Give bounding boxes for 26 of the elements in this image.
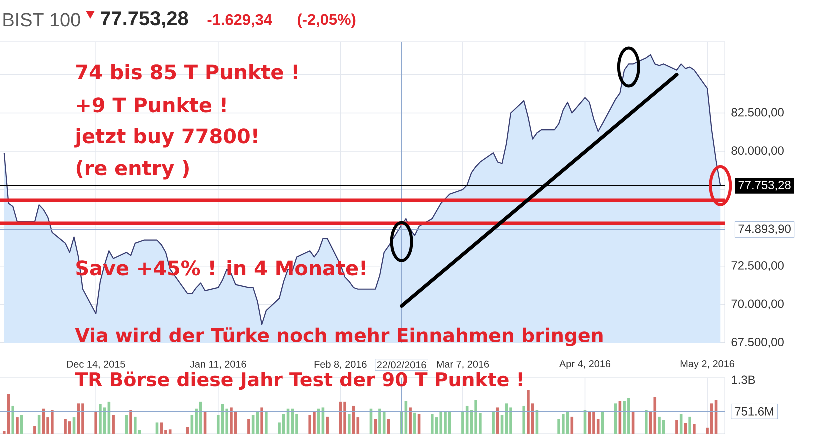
y-tick-label: 1.3B [732, 376, 756, 384]
x-tick-label: Apr 4, 2016 [560, 360, 611, 370]
annotation: jetzt buy 77800! [74, 128, 258, 148]
text: -1.629,34 [208, 14, 272, 28]
annotation: Via wird der Türke noch mehr Einnahmen bringen [75, 328, 603, 346]
annotation: TR Börse diese Jahr Test der 90 T Punkte ! [75, 372, 522, 390]
y-tick-label: 80.000,00 [732, 146, 784, 156]
x-tick-label: May 2, 2016 [680, 360, 735, 370]
x-tick-label: Mar 7, 2016 [437, 360, 490, 370]
chart-title: BIST 100 [4, 13, 80, 27]
x-tick-label: Jan 11, 2016 [190, 360, 246, 370]
annotation: (re entry ) [76, 160, 189, 180]
text: (-2,05%) [298, 14, 356, 28]
y-tick-label: 67.500,00 [732, 338, 784, 348]
x-tick-label: Feb 8, 2016 [314, 360, 367, 370]
x-tick-label: Dec 14, 2015 [67, 360, 126, 370]
ref-line-label: 77.753,28 [738, 180, 791, 191]
y-tick-label: 72.500,00 [732, 261, 784, 272]
y-tick-label: 82.500,00 [732, 108, 784, 118]
ref-line-label: 22/02/2016 [377, 361, 426, 369]
ref-line-label: 74.893,90 [738, 224, 791, 235]
annotation: +9 T Punkte ! [77, 97, 226, 113]
y-tick-label: 70.000,00 [732, 300, 784, 310]
annotation: 74 bis 85 T Punkte ! [76, 64, 298, 80]
text: 77.753,28 [101, 12, 188, 28]
y-tick-label: 751.6M [735, 407, 774, 416]
